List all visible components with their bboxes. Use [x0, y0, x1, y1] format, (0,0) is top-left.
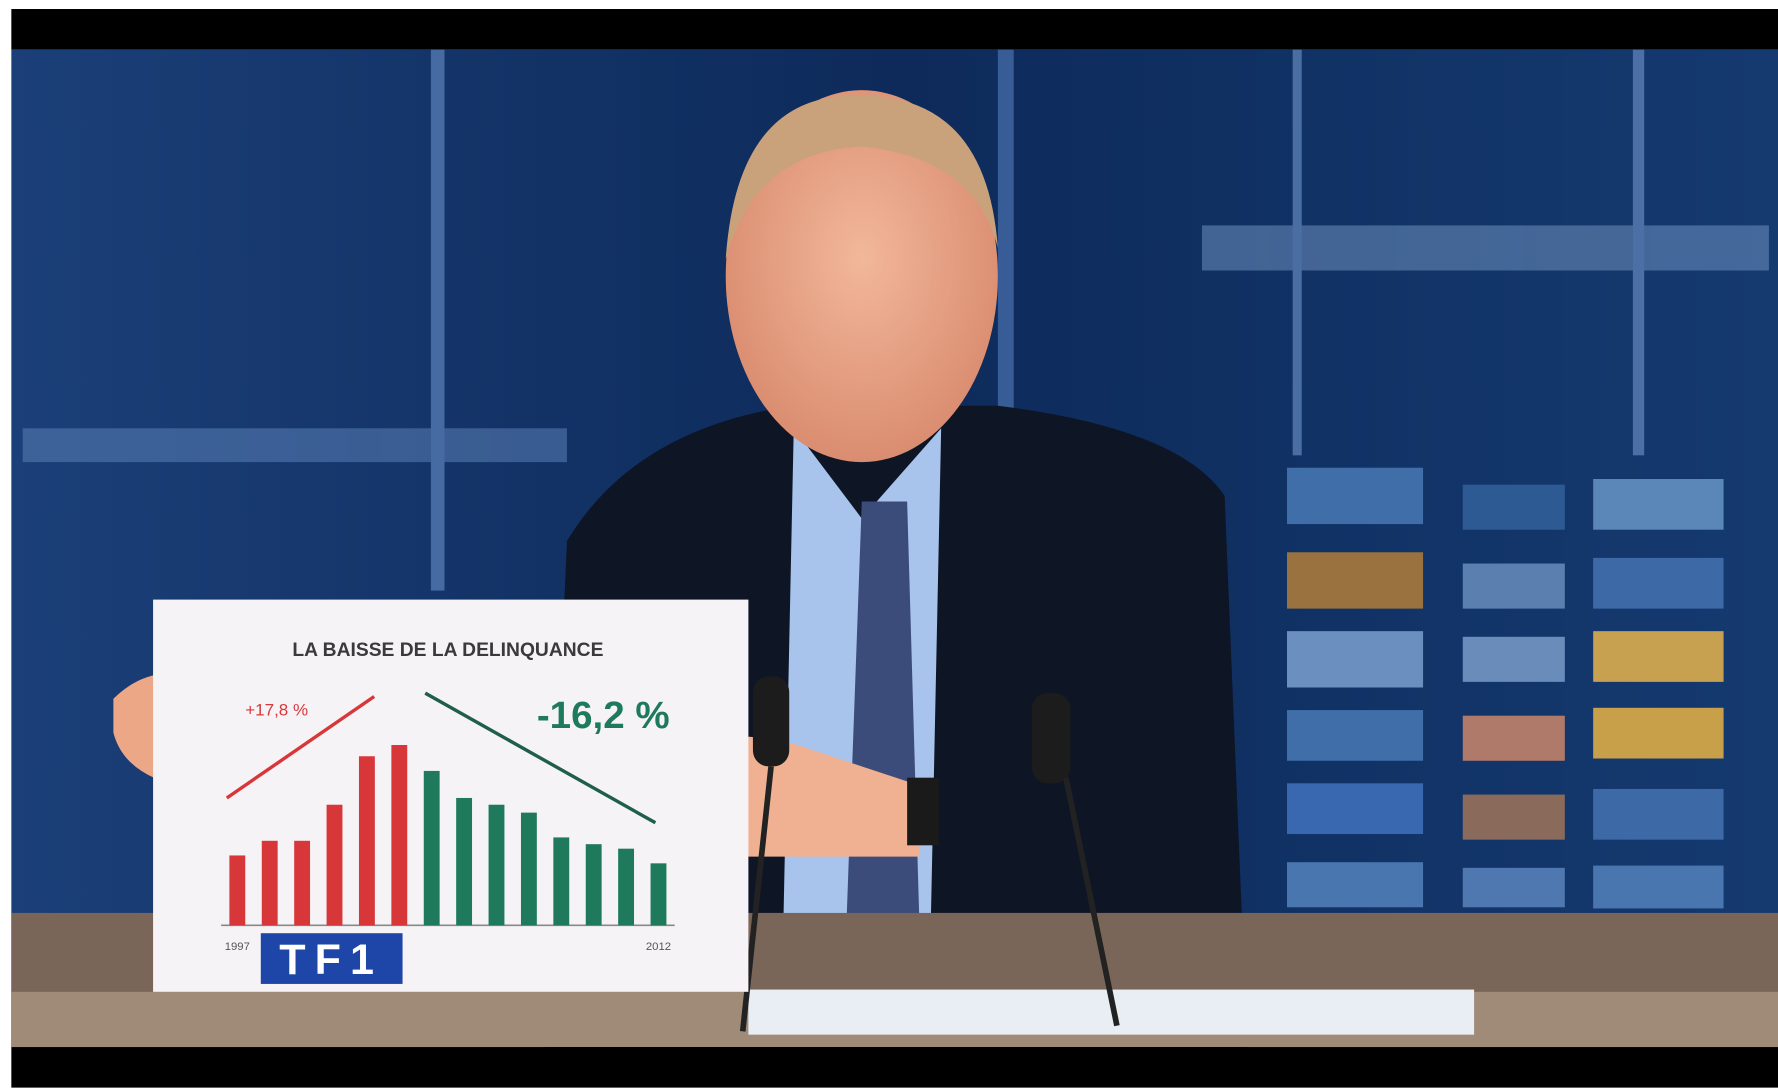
letterbox-bottom — [11, 1047, 1778, 1088]
bar — [424, 771, 440, 925]
decrease-label: -16,2 % — [537, 694, 670, 737]
bar — [229, 855, 245, 925]
bar — [489, 805, 505, 926]
bar — [618, 849, 634, 926]
bar — [651, 863, 667, 925]
logo: TF1 — [279, 936, 383, 984]
letterbox-top — [11, 9, 1778, 50]
bar — [553, 837, 569, 925]
bar — [586, 844, 602, 925]
watch — [907, 778, 939, 846]
x-tick-label: 1997 — [225, 941, 250, 953]
x-tick-label: 2012 — [646, 941, 671, 953]
tv-frame: LA BAISSE DE LA DELINQUANCE +17,8 % -16,… — [0, 0, 1778, 1091]
bar — [391, 745, 407, 925]
increase-label: +17,8 % — [245, 701, 308, 720]
bar — [456, 798, 472, 925]
bar — [294, 841, 310, 926]
chart-title: LA BAISSE DE LA DELINQUANCE — [292, 640, 603, 661]
bar — [521, 813, 537, 926]
bar — [327, 805, 343, 926]
bar — [359, 756, 375, 925]
page: LA BAISSE DE LA DELINQUANCE +17,8 % -16,… — [0, 0, 1778, 1091]
bar — [262, 841, 278, 926]
